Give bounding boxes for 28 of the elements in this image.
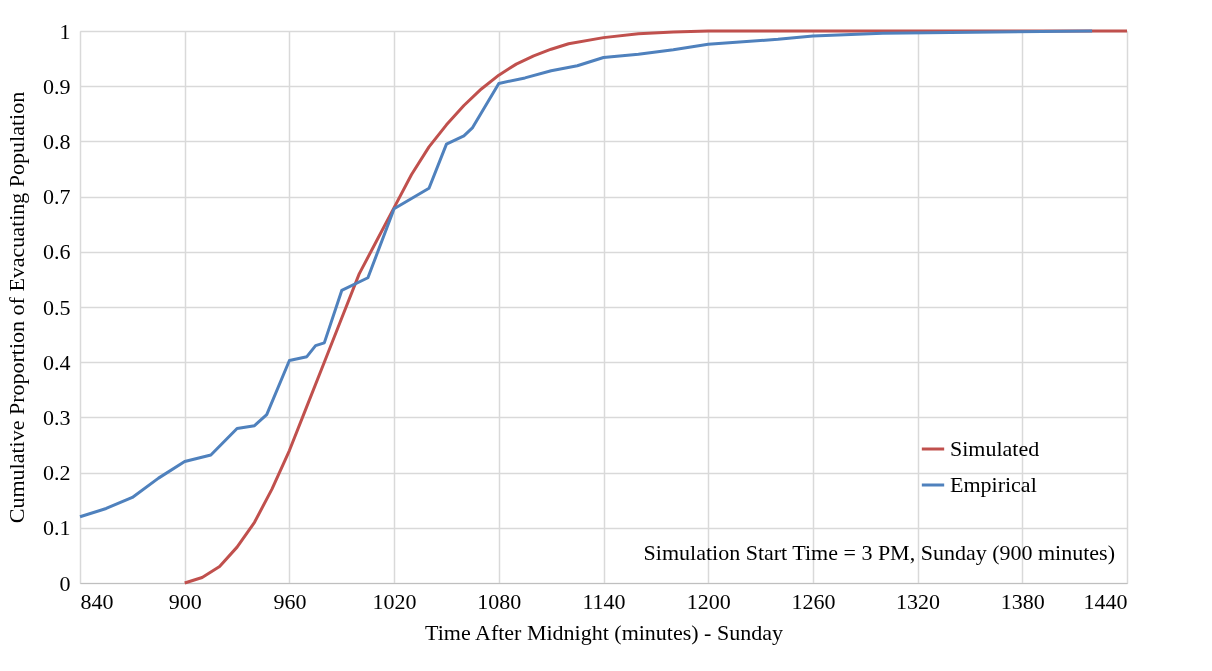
x-axis-title: Time After Midnight (minutes) - Sunday [425,619,783,645]
legend-label: Simulated [950,436,1040,461]
x-tick-label: 1200 [686,588,731,614]
y-tick-label: 0.4 [43,349,71,375]
x-tick-label: 1140 [582,588,626,614]
y-axis-title: Cumulative Proportion of Evacuating Population [4,91,29,524]
x-tick-label: 1020 [372,588,417,614]
y-tick-label: 0.6 [43,239,71,265]
y-tick-label: 0 [59,570,71,596]
y-tick-label: 1 [59,18,71,44]
y-tick-label: 0.3 [43,404,71,430]
line-series [78,29,1094,519]
x-tick-label: 960 [273,588,307,614]
x-tick-label: 1380 [1000,588,1045,614]
x-tick-label: 1320 [896,588,941,614]
x-tick-label: 1260 [791,588,836,614]
y-tick-label: 0.1 [43,515,71,541]
x-tick-label: 1440 [1083,588,1128,614]
y-tick-label: 0.9 [43,73,71,99]
x-tick-label: 840 [80,588,114,614]
y-tick-label: 0.7 [43,184,71,210]
annotation: Simulation Start Time = 3 PM, Sunday (900 minutes) [643,540,1115,565]
y-tick-label: 0.8 [43,128,71,154]
x-tick-label: 900 [168,588,202,614]
legend-label: Empirical [950,472,1037,497]
y-tick-label: 0.2 [43,460,71,486]
x-tick-label: 1080 [477,588,522,614]
y-tick-label: 0.5 [43,294,71,320]
